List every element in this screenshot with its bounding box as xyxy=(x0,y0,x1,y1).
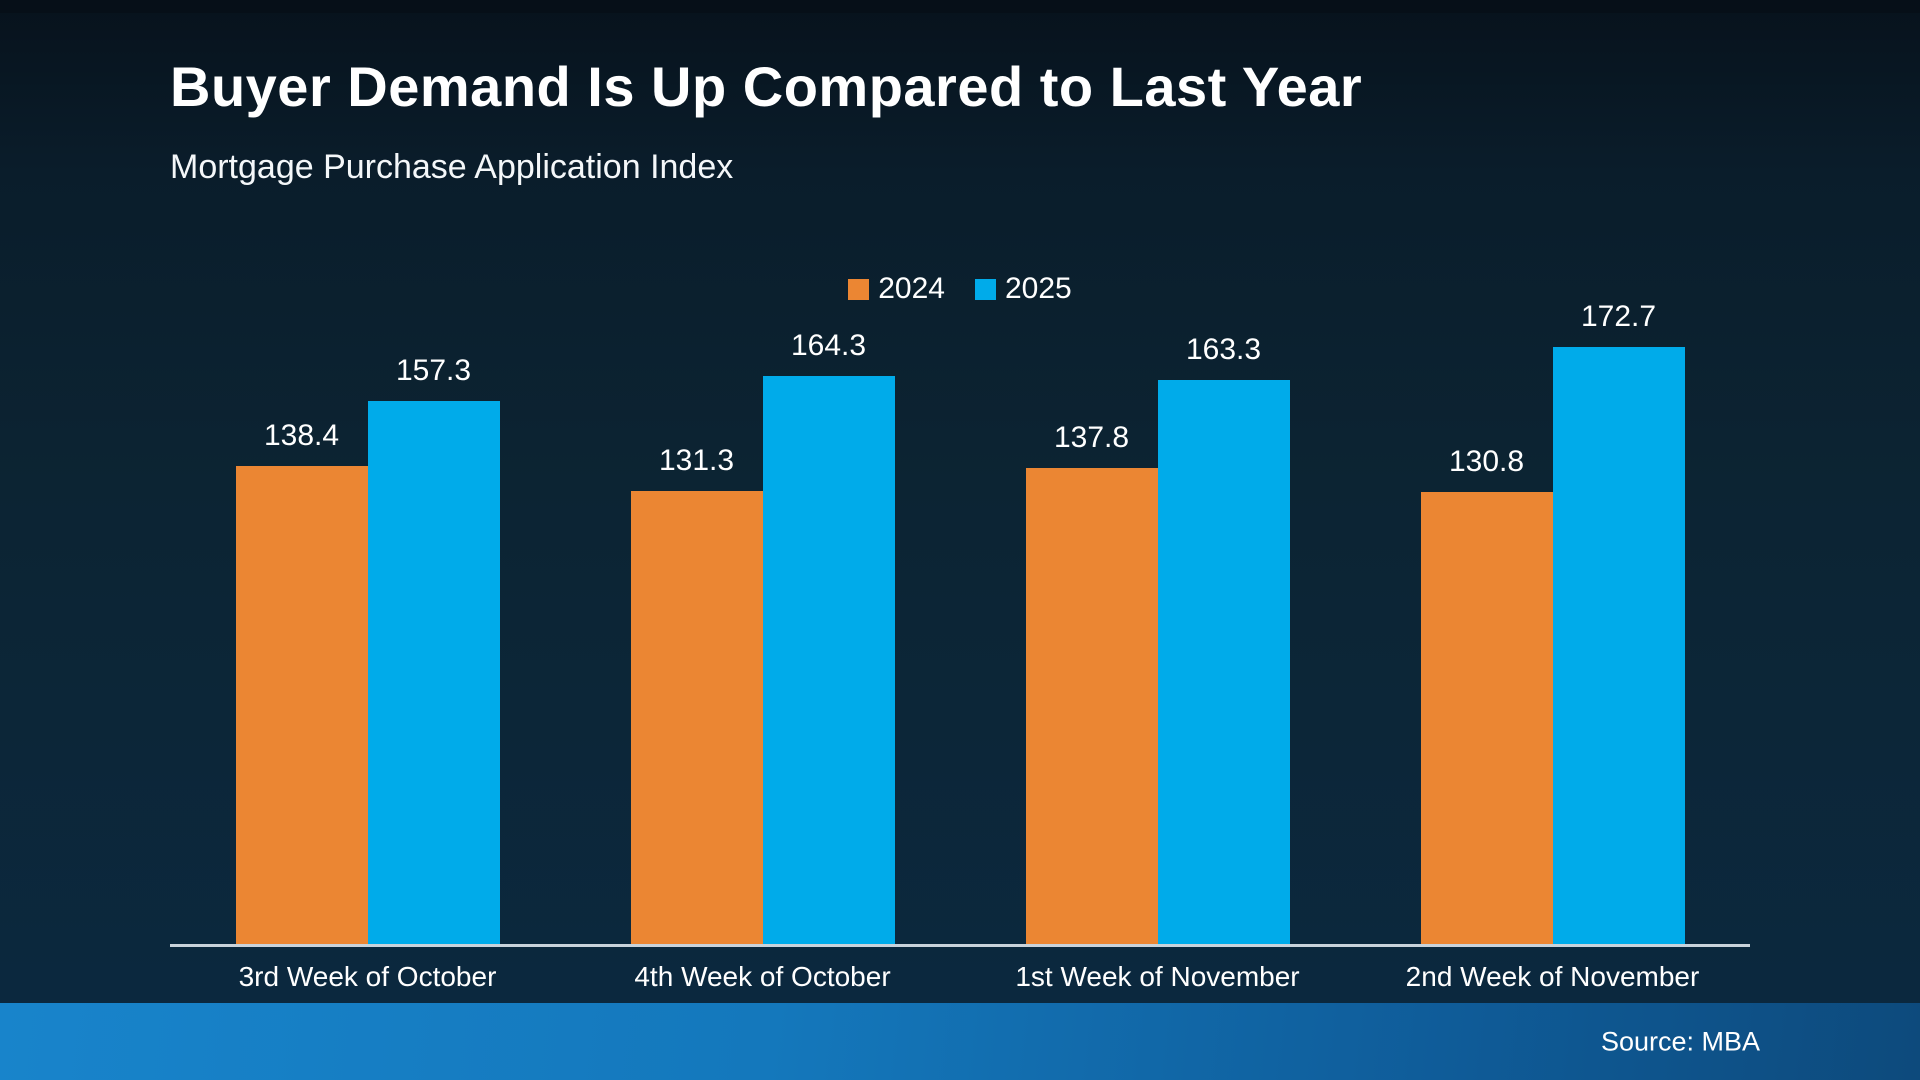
bar-2024: 130.8 xyxy=(1420,445,1553,945)
category-label: 1st Week of November xyxy=(1015,961,1300,992)
x-axis-line xyxy=(170,944,1750,947)
bar-value-label: 157.3 xyxy=(395,353,472,387)
bar-value-label: 163.3 xyxy=(1185,332,1262,366)
bar-2024: 137.8 xyxy=(1025,421,1158,945)
bar-value-label: 172.7 xyxy=(1580,300,1657,334)
bar-2025: 157.3 xyxy=(367,354,500,945)
category-label: 4th Week of October xyxy=(634,961,891,992)
legend-item-2025: 2025 xyxy=(975,272,1072,306)
bar-group: 138.4 157.3 xyxy=(170,322,565,945)
bar-value-label: 164.3 xyxy=(790,329,867,363)
bar-value-label: 131.3 xyxy=(658,443,735,477)
top-strip xyxy=(0,0,1920,13)
chart-title: Buyer Demand Is Up Compared to Last Year xyxy=(170,55,1363,118)
legend-label-2024: 2024 xyxy=(878,272,945,305)
bar-group: 130.8 172.7 xyxy=(1355,300,1750,945)
legend-label-2025: 2025 xyxy=(1005,272,1072,305)
bottom-band: Source: MBA xyxy=(0,1003,1920,1080)
chart-subtitle: Mortgage Purchase Application Index xyxy=(170,148,734,186)
bar-value-label: 138.4 xyxy=(263,418,340,452)
bar-value-label: 130.8 xyxy=(1448,445,1525,479)
bar-2025: 172.7 xyxy=(1552,300,1685,945)
legend-swatch-2025-icon xyxy=(975,278,996,300)
source-attribution: Source: MBA xyxy=(1600,1026,1760,1056)
bar-2024: 138.4 xyxy=(235,419,368,945)
legend-item-2024: 2024 xyxy=(848,272,945,306)
bar-group: 131.3 164.3 xyxy=(565,322,960,945)
bar-2024: 131.3 xyxy=(630,444,763,945)
bar-2025: 164.3 xyxy=(762,329,895,945)
category-label: 3rd Week of October xyxy=(238,961,497,992)
category-label: 2nd Week of November xyxy=(1405,961,1700,992)
legend: 2024 2025 xyxy=(0,272,1920,306)
category-axis: 3rd Week of October 4th Week of October 1s… xyxy=(170,961,1750,993)
plot-area: 138.4 157.3 131.3 164.3 137.8 163.3 130.8 172.7 xyxy=(170,300,1750,945)
bar-2025: 163.3 xyxy=(1157,333,1290,945)
bar-group: 137.8 163.3 xyxy=(960,322,1355,945)
bar-value-label: 137.8 xyxy=(1053,421,1130,455)
legend-swatch-2024-icon xyxy=(848,278,870,300)
